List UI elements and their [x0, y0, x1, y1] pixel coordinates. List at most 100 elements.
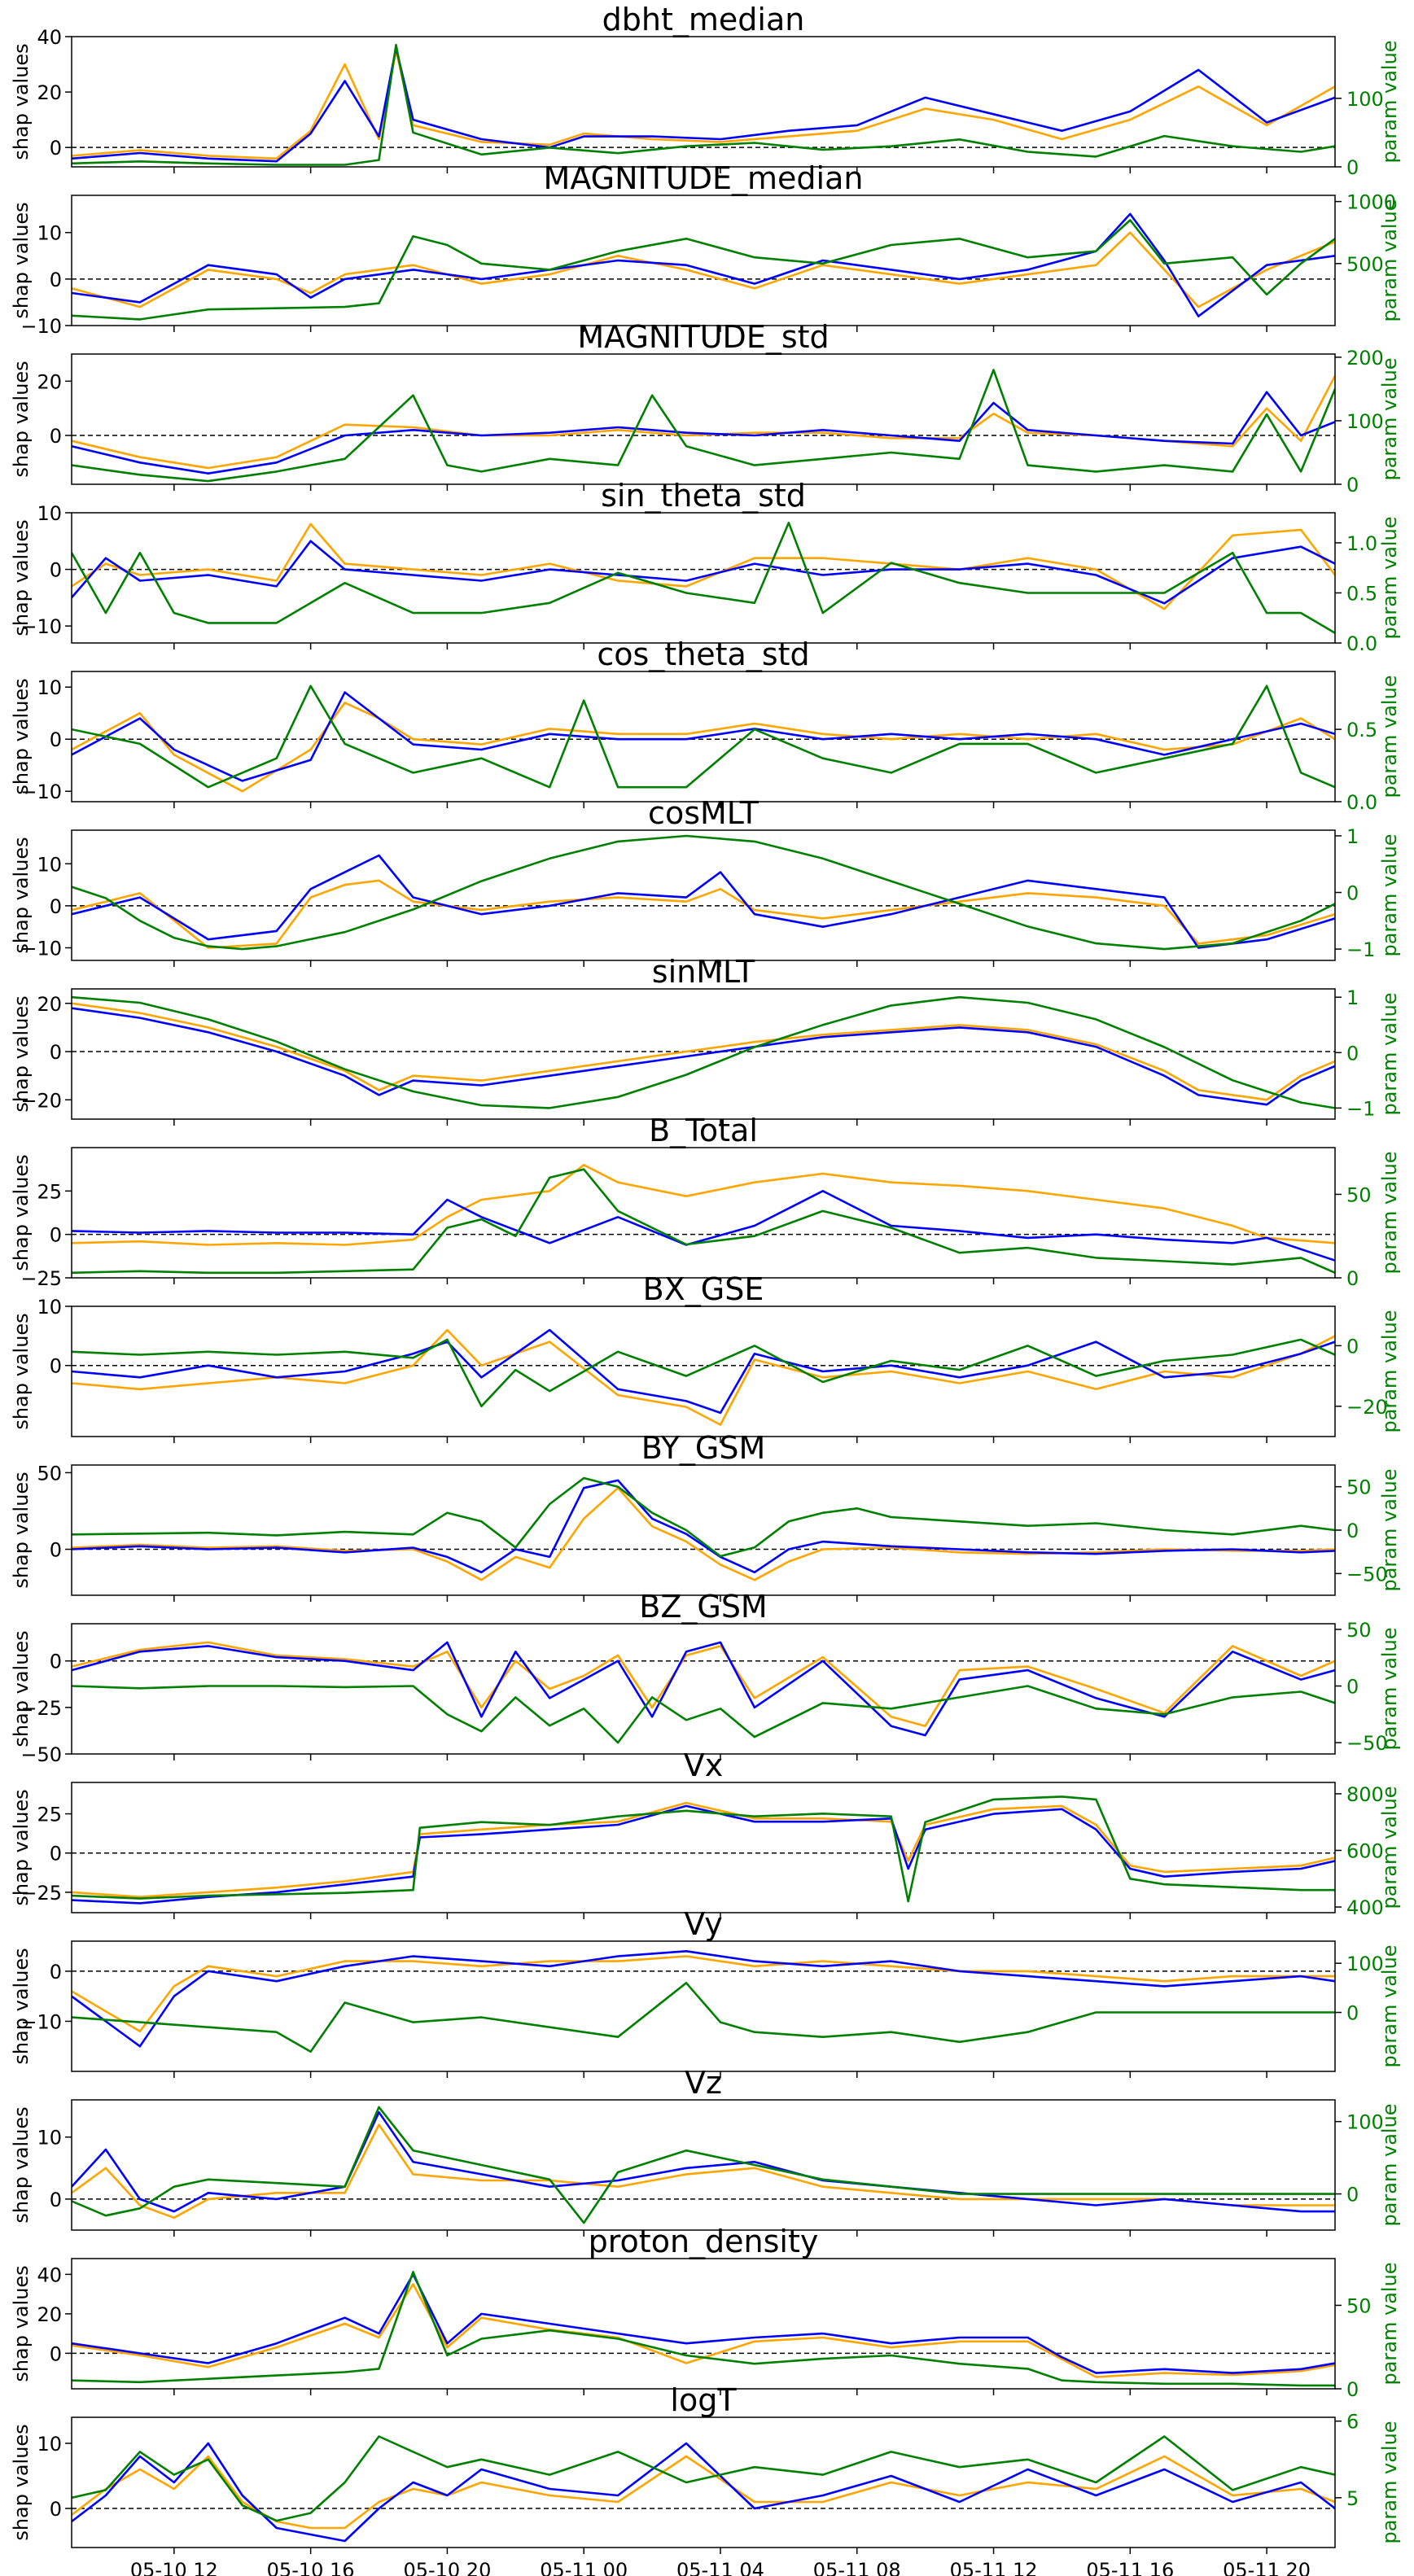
y2-tick-label: 0 [1346, 1267, 1359, 1290]
panel-title: cos_theta_std [597, 636, 809, 672]
panel-title: dbht_median [602, 2, 805, 37]
series-orange-line [72, 1801, 1335, 1898]
panel-title: BX_GSE [643, 1271, 764, 1307]
panel-Vy [65, 1940, 1342, 2078]
plot-frame [71, 2258, 1336, 2390]
series-green-line [72, 1795, 1335, 1903]
left-axis-label: shap values [10, 361, 33, 477]
series-green-line [72, 521, 1335, 634]
series-blue-line [72, 2110, 1335, 2213]
right-axis-label: param value [1378, 516, 1401, 639]
y2-tick-label: 800 [1346, 1783, 1384, 1806]
right-axis-label: param value [1378, 1627, 1401, 1750]
y-tick-label: 10 [37, 2127, 62, 2150]
y2-tick-label: 200 [1346, 347, 1384, 370]
y2-tick-label: 100 [1346, 88, 1384, 111]
y-tick-label: 0 [50, 425, 62, 448]
y2-tick-label: 0 [1346, 1520, 1359, 1542]
panel-title: sin_theta_std [601, 478, 806, 514]
series-orange-line [72, 1002, 1335, 1101]
y-tick-label: 40 [37, 2263, 62, 2286]
plot-frame [71, 988, 1336, 1120]
left-axis-label: shap values [10, 678, 33, 794]
panel-B_Total [65, 1147, 1342, 1284]
y2-tick-label: 100 [1346, 2111, 1384, 2134]
panel-Vz [65, 2099, 1342, 2237]
y-tick-label: 50 [37, 1462, 62, 1485]
right-axis-label: param value [1378, 357, 1401, 480]
y2-tick-label: 1 [1346, 825, 1359, 848]
left-axis-label: shap values [10, 1948, 33, 2064]
series-orange-line [72, 1955, 1335, 2033]
y-tick-label: −20 [20, 1089, 62, 1112]
x-tick-label: 05-10 12 [130, 2559, 218, 2576]
panel-logT [65, 2416, 1342, 2554]
series-blue-line [72, 1804, 1335, 1905]
y2-tick-label: 0.5 [1346, 582, 1377, 605]
y2-tick-label: 100 [1346, 410, 1384, 433]
y-tick-label: 0 [50, 728, 62, 751]
plot-frame [71, 1305, 1336, 1437]
panel-title: Vy [684, 1906, 722, 1942]
series-blue-line [72, 540, 1335, 605]
y-tick-label: 10 [37, 1296, 62, 1319]
series-green-line [72, 1476, 1335, 1558]
y-tick-label: 0 [50, 1843, 62, 1865]
right-axis-label: param value [1378, 199, 1401, 321]
plot-frame [71, 1147, 1336, 1279]
plot-frame [71, 512, 1336, 644]
series-blue-line [72, 854, 1335, 949]
y2-tick-label: 100 [1346, 1953, 1384, 1975]
y2-tick-label: 0 [1346, 882, 1359, 905]
panel-title: MAGNITUDE_std [577, 319, 829, 355]
plot-frame [71, 2416, 1336, 2548]
y-tick-label: −10 [20, 2010, 62, 2033]
x-tick-label: 05-11 16 [1086, 2559, 1174, 2576]
y-tick-label: 0 [50, 2189, 62, 2211]
series-green-line [72, 2435, 1335, 2522]
y-tick-label: −10 [20, 315, 62, 338]
y-tick-label: 20 [37, 81, 62, 104]
y2-tick-label: 1000 [1346, 191, 1396, 214]
series-orange-line [72, 1164, 1335, 1246]
left-axis-label: shap values [10, 2265, 33, 2381]
panel-title: sinMLT [652, 954, 755, 990]
y2-tick-label: 50 [1346, 1619, 1372, 1642]
series-orange-line [72, 2455, 1335, 2530]
series-orange-line [72, 2123, 1335, 2220]
right-axis-label: param value [1378, 833, 1401, 956]
y2-tick-label: 0 [1346, 1676, 1359, 1699]
y2-tick-label: 1.0 [1346, 532, 1377, 555]
y-tick-label: −10 [20, 938, 62, 960]
y-tick-label: 20 [37, 2303, 62, 2326]
panel-MAGNITUDE_std [65, 353, 1342, 491]
left-axis-label: shap values [10, 519, 33, 636]
y2-tick-label: 0 [1346, 2002, 1359, 2025]
plot-frame [71, 195, 1336, 326]
plot-frame [71, 353, 1336, 485]
panel-title: BZ_GSM [639, 1589, 767, 1625]
x-tick-label: 05-10 16 [267, 2559, 355, 2576]
x-tick-label: 05-11 00 [540, 2559, 628, 2576]
series-green-line [72, 43, 1335, 166]
panel-title: logT [670, 2382, 737, 2418]
y-tick-label: 25 [37, 1180, 62, 1203]
panel-BX_GSE [65, 1305, 1342, 1443]
panel-sinMLT [65, 988, 1342, 1126]
y2-tick-label: 50 [1346, 1183, 1372, 1206]
left-axis-label: shap values [10, 2106, 33, 2223]
series-green-line [72, 1168, 1335, 1275]
plot-frame [71, 1464, 1336, 1596]
series-blue-line [72, 1641, 1335, 1737]
series-blue-line [72, 391, 1335, 475]
left-axis-label: shap values [10, 202, 33, 318]
y-tick-label: 10 [37, 502, 62, 525]
y2-tick-label: −20 [1346, 1396, 1388, 1419]
y-tick-label: 40 [37, 26, 62, 49]
y-tick-label: 10 [37, 853, 62, 876]
series-orange-line [72, 702, 1335, 793]
y2-tick-label: 400 [1346, 1896, 1384, 1919]
y-tick-label: 20 [37, 993, 62, 1016]
series-blue-line [72, 1007, 1335, 1106]
series-orange-line [72, 879, 1335, 949]
